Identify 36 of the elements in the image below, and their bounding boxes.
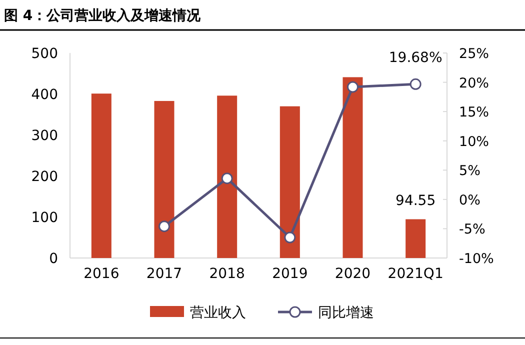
y-tick-label: 200 [31,169,58,185]
y2-tick-label: 0% [459,192,481,208]
point [347,81,358,93]
point [410,78,422,90]
legend-label: 同比增速 [318,305,374,321]
point [221,172,233,184]
y-tick-label: 400 [31,87,58,103]
y-tick-label: 0 [49,251,58,267]
y2-tick-label: 25% [459,46,490,62]
bar [280,106,300,258]
y2-tick-label: 15% [459,104,490,121]
x-tick-label: 2020 [334,266,371,282]
y-tick-label: 300 [31,128,58,144]
x-tick-label: 2019 [272,266,308,282]
data-label: 94.55 [396,193,436,210]
y2-tick-label: -10% [459,251,494,267]
y-tick-label: 100 [31,210,58,226]
bar [154,100,174,258]
y2-tick-label: 10% [459,134,490,150]
x-tick-label: 2018 [209,266,245,282]
point [158,220,170,232]
data-label: 19.68% [388,50,442,66]
bar [342,77,363,258]
y2-tick-label: -5% [459,222,486,238]
x-tick-label: 2016 [84,266,120,282]
title: 图 4：公司营业收入及增速情况 [4,8,201,24]
bar [91,94,112,258]
legend-label: 营业收入 [190,305,246,321]
x-tick-label: 2017 [146,266,182,282]
y2-tick-label: 5% [459,163,481,180]
y2-tick-label: 20% [459,75,490,92]
x-tick-label: 2021Q1 [388,266,444,282]
bar [217,96,238,258]
point [284,232,296,244]
bar [406,219,426,258]
y-tick-label: 500 [31,46,58,62]
